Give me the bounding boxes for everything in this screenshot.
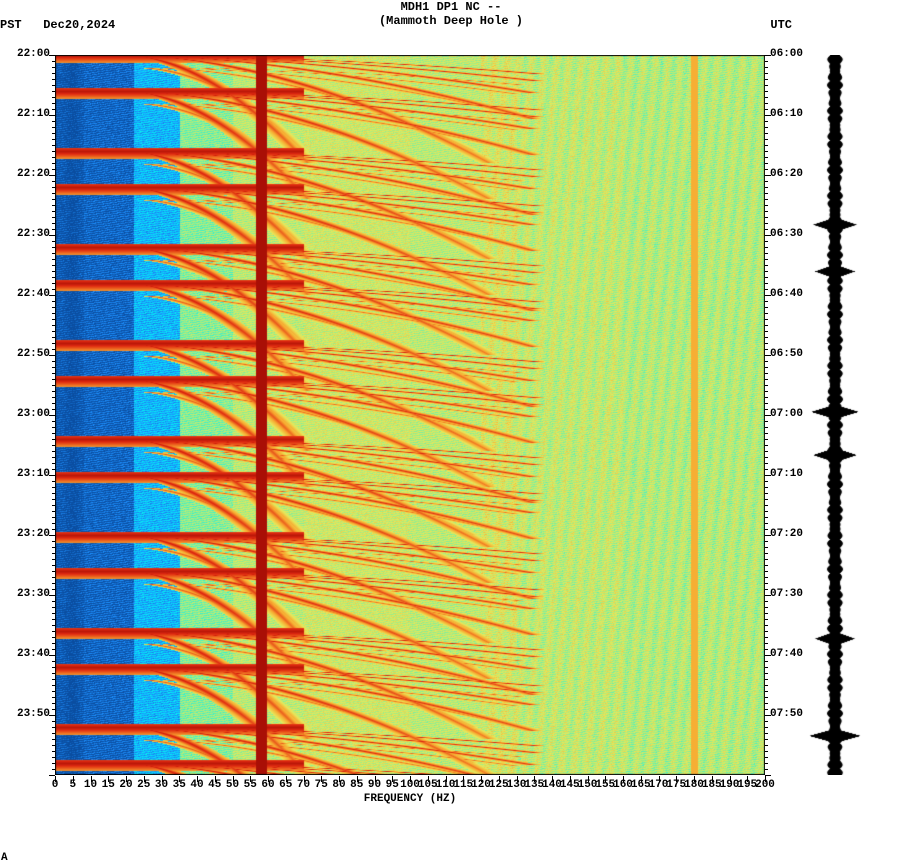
y-tick-left: 23:40 [17, 649, 50, 660]
y-tick-right: 07:20 [770, 529, 803, 540]
y-tick-left: 22:20 [17, 169, 50, 180]
utc-label: UTC [770, 18, 792, 32]
y-tick-left: 23:30 [17, 589, 50, 600]
y-tick-right: 06:40 [770, 289, 803, 300]
title-line2: (Mammoth Deep Hole ) [0, 14, 902, 28]
x-axis-label: FREQUENCY (HZ) [55, 793, 765, 805]
y-tick-left: 23:50 [17, 709, 50, 720]
spectrogram-canvas [55, 55, 765, 775]
chart-title: MDH1 DP1 NC -- (Mammoth Deep Hole ) [0, 0, 902, 29]
spectrogram-plot: FREQUENCY (HZ) 22:0006:0022:1006:1022:20… [55, 55, 765, 775]
right-timezone-block: UTC [770, 18, 792, 32]
y-tick-left: 22:40 [17, 289, 50, 300]
y-tick-right: 07:50 [770, 709, 803, 720]
y-tick-left: 23:10 [17, 469, 50, 480]
waveform-trace [805, 55, 865, 775]
pst-label: PST [0, 18, 22, 32]
y-tick-right: 06:30 [770, 229, 803, 240]
y-tick-left: 22:30 [17, 229, 50, 240]
y-tick-left: 23:20 [17, 529, 50, 540]
date-label: Dec20,2024 [43, 18, 115, 32]
left-timezone-block: PST Dec20,2024 [0, 18, 115, 32]
y-tick-right: 06:10 [770, 109, 803, 120]
y-tick-right: 07:10 [770, 469, 803, 480]
y-tick-right: 07:00 [770, 409, 803, 420]
y-tick-left: 22:10 [17, 109, 50, 120]
y-tick-left: 22:50 [17, 349, 50, 360]
y-tick-left: 23:00 [17, 409, 50, 420]
y-tick-right: 07:30 [770, 589, 803, 600]
y-tick-right: 06:50 [770, 349, 803, 360]
y-tick-left: 22:00 [17, 49, 50, 60]
corner-marker: A [1, 852, 8, 864]
title-line1: MDH1 DP1 NC -- [0, 0, 902, 14]
y-tick-right: 07:40 [770, 649, 803, 660]
y-tick-right: 06:00 [770, 49, 803, 60]
y-tick-right: 06:20 [770, 169, 803, 180]
